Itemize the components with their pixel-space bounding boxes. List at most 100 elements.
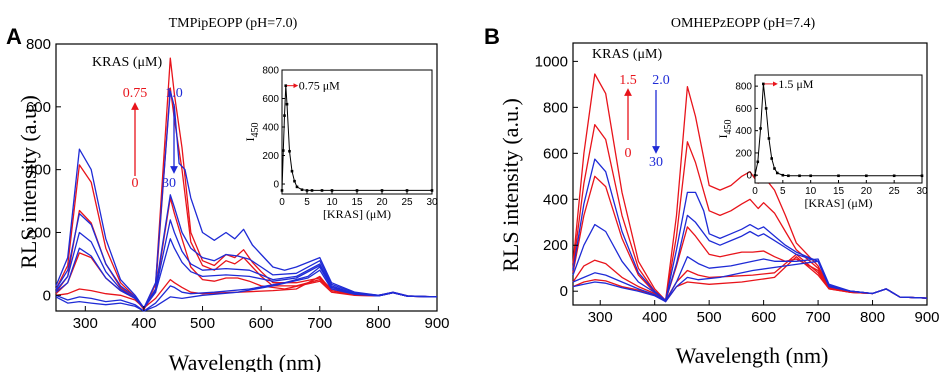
x-tick-label: 400	[131, 315, 156, 332]
panel-b-blue-top-label: 2.0	[652, 73, 670, 88]
inset-x-tick-label: 5	[780, 186, 786, 197]
inset-y-tick-label: 200	[262, 151, 279, 162]
inset-x-tick-label: 0	[279, 197, 285, 208]
inset-x-tick-label: 20	[861, 186, 873, 197]
inset-point	[773, 167, 776, 170]
inset-point	[892, 174, 896, 178]
y-tick-label: 400	[543, 191, 568, 208]
inset-x-axis-label: [KRAS] (μM)	[323, 207, 391, 221]
panel-a-x-axis-label: Wavelength (nm)	[169, 350, 322, 372]
y-tick-label: 200	[543, 237, 568, 254]
inset-x-tick-label: 0	[752, 186, 758, 197]
x-tick-label: 800	[860, 309, 885, 326]
inset-point	[430, 189, 434, 192]
inset-point	[320, 189, 324, 192]
inset-y-tick-label: 200	[735, 148, 752, 159]
x-tick-label: 800	[366, 315, 391, 332]
inset-point	[781, 173, 785, 177]
inset-x-tick-label: 25	[401, 197, 413, 208]
panel-a-legend-title: KRAS (μM)	[92, 55, 162, 70]
inset-y-axis-label-main: I	[243, 138, 257, 142]
x-tick-label: 600	[249, 315, 274, 332]
panel-a: A TMPipEOPP (pH=7.0) RLS intensity (a.u.…	[6, 16, 450, 372]
inset-point	[285, 102, 289, 106]
panel-b-red-bottom-label: 0	[625, 146, 632, 161]
inset-x-axis-label: [KRAS] (μM)	[804, 196, 872, 210]
inset-peak-label: 0.75 μM	[299, 79, 340, 93]
inset-line	[281, 85, 432, 191]
inset-point	[305, 189, 309, 192]
series-line-blue-5	[55, 194, 438, 309]
panel-b: B OMHEPzEOPP (pH=7.4) RLS intensity (a.u…	[484, 16, 940, 368]
series-line-red-2	[572, 175, 928, 302]
inset-point	[920, 174, 924, 178]
y-tick-label: 600	[543, 145, 568, 162]
panel-b-red-top-label: 1.5	[619, 73, 637, 88]
inset-point	[310, 189, 314, 192]
inset-point	[764, 107, 768, 110]
inset-y-tick-label: 400	[735, 126, 752, 137]
series-line-red-3	[55, 275, 438, 309]
panel-a-blue-top-label: 1.0	[165, 86, 183, 101]
inset-point	[288, 149, 291, 153]
inset-point	[756, 160, 760, 164]
panel-b-x-axis-label: Wavelength (nm)	[676, 343, 829, 368]
inset-point	[284, 84, 288, 87]
inset-x-tick-label: 15	[351, 197, 363, 208]
inset-x-tick-label: 10	[805, 186, 817, 197]
inset-point	[355, 189, 359, 192]
inset-point	[283, 114, 286, 117]
inset-point	[787, 174, 790, 178]
y-tick-label: 200	[26, 224, 51, 241]
inset-point	[330, 189, 334, 192]
inset-point	[280, 189, 284, 192]
panel-a-y-axis-label: RLS intensity (a.u.)	[16, 95, 41, 269]
series-line-blue-8	[572, 260, 928, 303]
inset-point	[767, 137, 771, 140]
inset-y-tick-label: 400	[262, 123, 279, 134]
panel-b-y-axis-label: RLS intensity (a.u.)	[498, 98, 523, 272]
inset-y-tick-label: 0	[746, 171, 752, 182]
panel-b-blue-bottom-label: 30	[649, 155, 663, 170]
inset-y-tick-label: 800	[735, 82, 752, 93]
y-tick-label: 800	[26, 36, 51, 53]
inset-y-tick-label: 800	[262, 66, 279, 77]
inset-point	[380, 189, 384, 192]
plot-frame	[55, 43, 438, 312]
y-tick-label: 800	[543, 99, 568, 116]
inset-point	[300, 188, 304, 192]
inset-x-tick-label: 30	[916, 186, 928, 197]
panel-letter-b: B	[484, 24, 500, 49]
inset-point	[865, 174, 868, 178]
inset-x-tick-label: 10	[326, 197, 338, 208]
inset-y-axis-label: I450	[243, 123, 261, 142]
panel-a-red-top-label: 0.75	[123, 86, 148, 101]
inset-point	[809, 174, 812, 178]
series-line-blue-9	[55, 269, 438, 312]
panel-b-inset: 0 5 10 15 20 25 30 0 200 400 600 800 [KRAS] (μM) I450…	[716, 74, 928, 210]
y-tick-label: 0	[560, 283, 568, 300]
inset-point	[762, 82, 765, 86]
x-tick-label: 600	[751, 309, 776, 326]
x-tick-label: 700	[307, 315, 332, 332]
inset-x-tick-label: 5	[304, 197, 310, 208]
inset-point	[281, 149, 285, 152]
y-tick-label: 0	[43, 287, 51, 304]
inset-point	[837, 174, 840, 178]
inset-point	[759, 127, 762, 130]
inset-point	[770, 157, 773, 160]
inset-point	[295, 185, 299, 189]
inset-point	[775, 171, 779, 175]
inset-y-axis-label: I450	[716, 120, 734, 139]
y-tick-label: 400	[26, 162, 51, 179]
inset-x-tick-label: 20	[376, 197, 388, 208]
series-line-blue-4	[55, 90, 438, 309]
panel-letter-a: A	[6, 24, 22, 49]
inset-x-tick-label: 30	[426, 197, 438, 208]
inset-point	[405, 189, 409, 192]
inset-y-tick-label: 600	[735, 104, 752, 115]
x-tick-label: 300	[73, 315, 98, 332]
